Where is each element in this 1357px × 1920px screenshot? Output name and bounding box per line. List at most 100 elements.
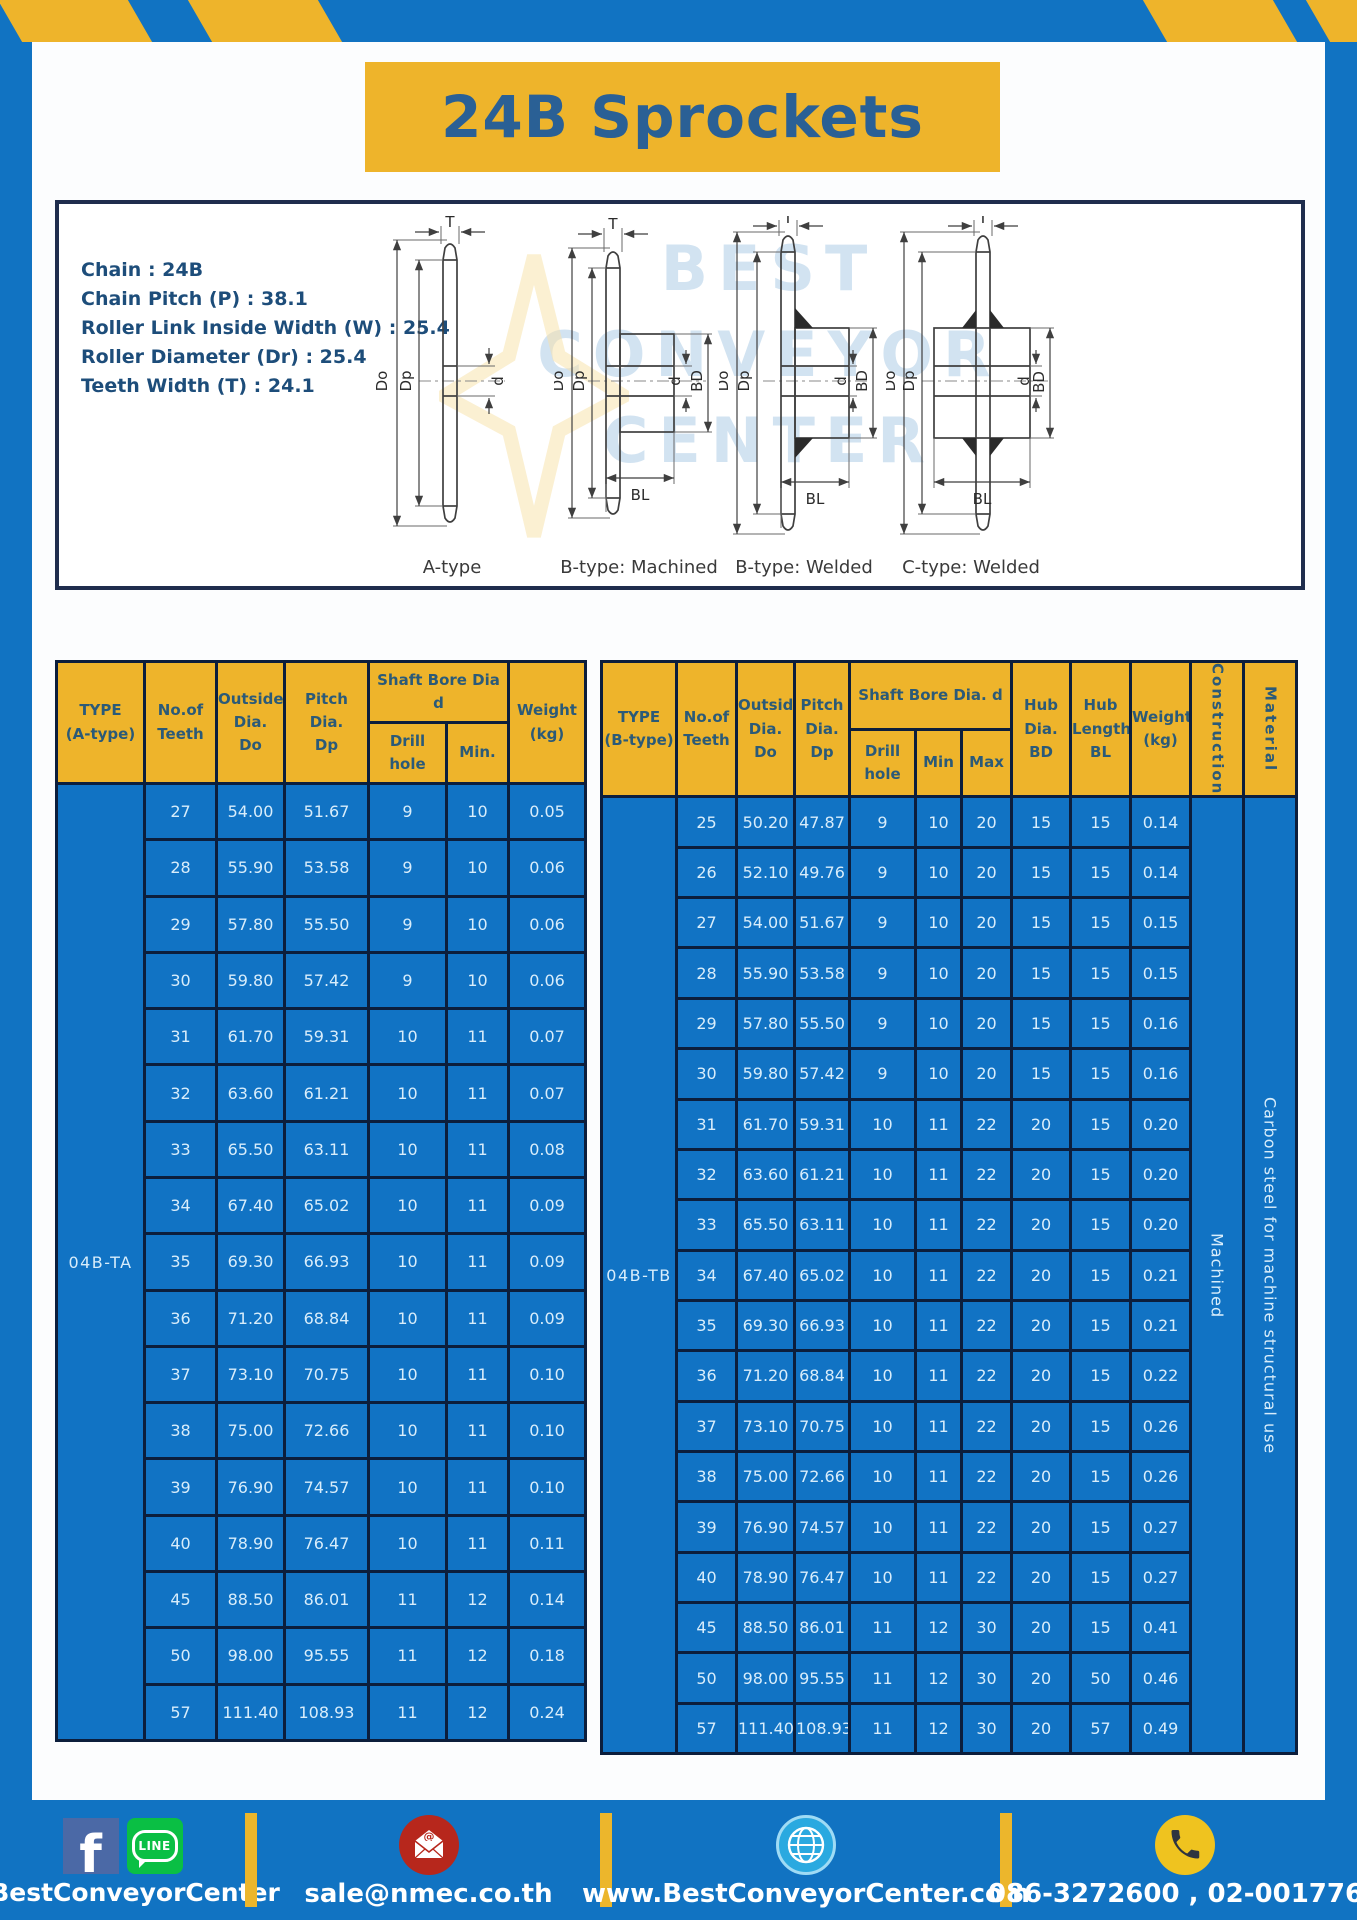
table-b-row: 50 98.00 95.55 11 12 30 20 50 0.46 — [602, 1651, 1297, 1705]
table-b-cell: 22 — [959, 1097, 1014, 1151]
table-b-header-shaft-bore: Shaft Bore Dia. d — [847, 660, 1014, 731]
sheet: 24B Sprockets BEST CONVEYOR CENTER Chain… — [32, 42, 1325, 1800]
table-b-cell: 30 — [959, 1701, 1014, 1756]
table-b-cell: 10 — [914, 1047, 963, 1101]
table-b-header-hub-dia: Hub Dia. BD — [1010, 659, 1073, 799]
table-a-cell: 0.09 — [507, 1175, 588, 1236]
table-b-cell: 11 — [914, 1248, 963, 1302]
svg-text:BL: BL — [631, 486, 650, 504]
table-a-header-type: TYPE (A-type) — [55, 660, 146, 785]
table-a-cell: 61.70 — [215, 1007, 286, 1067]
table-b-cell: 76.47 — [793, 1550, 851, 1605]
table-b-cell: 15 — [1010, 996, 1073, 1051]
table-b-cell: 0.46 — [1129, 1651, 1193, 1705]
table-a-cell: 11 — [444, 1175, 511, 1236]
table-b-cell: 88.50 — [735, 1601, 796, 1655]
table-b-cell: 15 — [1069, 1198, 1133, 1252]
table-a-row: 57 111.40 108.93 11 12 0.24 — [57, 1682, 588, 1742]
table-a-cell: 36 — [143, 1288, 218, 1348]
table-b-cell: 71.20 — [735, 1349, 796, 1403]
table-a-cell: 12 — [444, 1626, 511, 1686]
table-a-header-teeth: No.of Teeth — [143, 660, 218, 785]
svg-text:BD: BD — [853, 370, 871, 392]
table-b-cell: 9 — [848, 896, 917, 950]
table-b-row: 38 75.00 72.66 10 11 22 20 15 0.26 — [602, 1450, 1297, 1504]
table-b-cell: 12 — [914, 1701, 963, 1756]
table-b-header-weight: Weight (kg) — [1129, 659, 1193, 799]
table-b-cell: 20 — [1010, 1198, 1073, 1252]
table-b-cell: 63.11 — [793, 1198, 851, 1252]
table-a-cell: 39 — [143, 1457, 218, 1517]
table-b-cell: 20 — [1010, 1651, 1073, 1705]
table-a-cell: 11 — [444, 1513, 511, 1573]
table-b-cell: 10 — [848, 1450, 917, 1504]
table-b-cell: 20 — [1010, 1248, 1073, 1302]
table-b-row: 04B-TB 25 50.20 47.87 9 10 20 15 15 0.14 Machined C… — [600, 795, 1299, 1756]
table-b-cell: 20 — [1010, 1349, 1073, 1403]
table-b-cell: 50 — [1069, 1651, 1133, 1705]
table-a-cell: 10 — [444, 838, 511, 898]
table-b-header-type: TYPE (B-type) — [600, 659, 678, 799]
table-b-cell: 9 — [848, 1047, 917, 1101]
table-a-cell: 11 — [444, 1344, 511, 1405]
table-b-cell: 20 — [1010, 1298, 1073, 1353]
chain-specs: Chain : 24B Chain Pitch (P) : 38.1 Rolle… — [81, 256, 450, 401]
table-b-cell: 57.80 — [735, 996, 796, 1051]
table-a-cell: 65.02 — [283, 1175, 370, 1236]
table-b-cell: 15 — [1069, 896, 1133, 950]
table-b-cell: 10 — [848, 1550, 917, 1605]
table-a-cell: 74.57 — [283, 1457, 370, 1517]
table-b-cell: 78.90 — [735, 1550, 796, 1605]
table-b-cell: 15 — [1069, 996, 1133, 1051]
table-b-cell: 10 — [848, 1147, 917, 1202]
table-b-cell: 15 — [1069, 1399, 1133, 1454]
table-b-cell: 15 — [1069, 1500, 1133, 1554]
table-b-cell: 20 — [959, 996, 1014, 1051]
svg-text:BL: BL — [973, 490, 992, 508]
table-a-row: 37 73.10 70.75 10 11 0.10 — [57, 1344, 588, 1405]
table-b-cell: 9 — [848, 946, 917, 1000]
table-a-cell: 37 — [143, 1344, 218, 1405]
table-a-row: 50 98.00 95.55 11 12 0.18 — [57, 1626, 588, 1686]
table-b-cell: 12 — [914, 1601, 963, 1655]
table-a-cell: 27 — [143, 781, 218, 842]
table-a-cell: 0.09 — [507, 1232, 588, 1292]
table-a-cell: 11 — [367, 1626, 448, 1686]
svg-text:@: @ — [423, 1830, 434, 1843]
table-a-cell: 63.60 — [215, 1063, 286, 1123]
table-b-cell: 11 — [914, 1450, 963, 1504]
table-b-cell: 10 — [914, 845, 963, 900]
table-a-row: 31 61.70 59.31 10 11 0.07 — [57, 1007, 588, 1067]
table-b-cell: 52.10 — [735, 845, 796, 900]
table-b-cell: 69.30 — [735, 1298, 796, 1353]
table-b-cell: 72.66 — [793, 1450, 851, 1504]
svg-text:Do: Do — [886, 371, 899, 392]
table-a-cell: 72.66 — [283, 1401, 370, 1461]
table-a-cell: 59.31 — [283, 1007, 370, 1067]
table-b-cell: 12 — [914, 1651, 963, 1705]
table-b-header-teeth: No.of Teeth — [675, 659, 738, 799]
drawing-b-type-machined: T Do Dp d BD — [549, 215, 724, 578]
table-a-cell: 0.06 — [507, 838, 588, 898]
svg-text:d: d — [666, 376, 684, 386]
footer-divider — [600, 1813, 612, 1907]
svg-text:d: d — [1015, 376, 1033, 386]
spec-line: Chain Pitch (P) : 38.1 — [81, 288, 308, 310]
table-a-cell: 12 — [444, 1569, 511, 1630]
table-a-cell: 40 — [143, 1513, 218, 1573]
table-b-cell: 55.90 — [735, 946, 796, 1000]
drawing-caption: B-type: Machined — [560, 557, 718, 578]
table-b-cell: 15 — [1069, 1349, 1133, 1403]
table-b-cell: 26 — [675, 845, 738, 900]
table-b-cell: 20 — [1010, 1701, 1073, 1756]
table-b-cell: 66.93 — [793, 1298, 851, 1353]
table-b-cell: 22 — [959, 1399, 1014, 1454]
table-a-cell: 11 — [444, 1401, 511, 1461]
table-b-cell: 0.22 — [1129, 1349, 1193, 1403]
footer-divider — [245, 1813, 257, 1907]
table-a-cell: 57.42 — [283, 950, 370, 1011]
table-b-cell: 15 — [1010, 946, 1073, 1000]
table-a-cell: 75.00 — [215, 1401, 286, 1461]
table-b-cell: 11 — [914, 1399, 963, 1454]
table-b-cell: 9 — [848, 996, 917, 1051]
